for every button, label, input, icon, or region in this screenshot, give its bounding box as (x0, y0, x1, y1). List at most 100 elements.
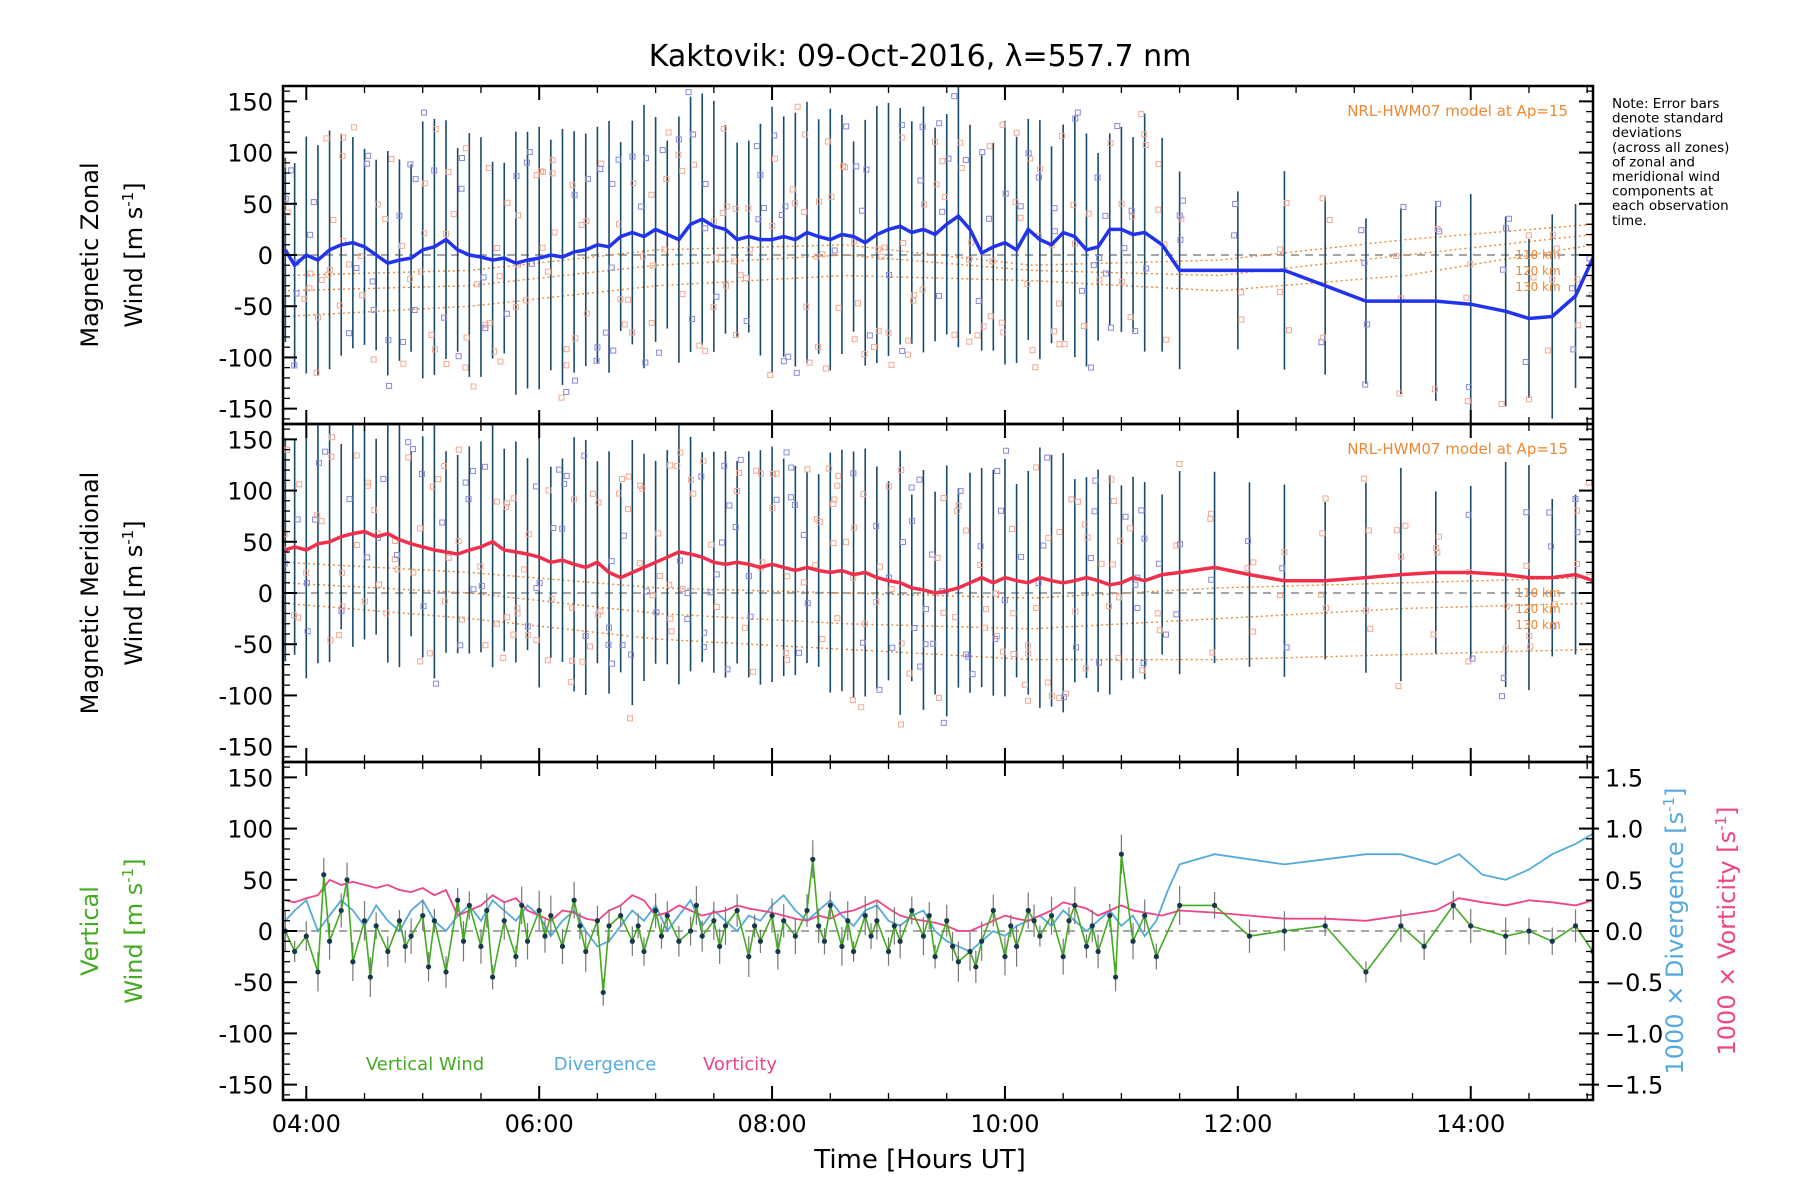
scatter-point (732, 524, 739, 531)
scatter-point (920, 201, 927, 208)
scatter-point (801, 209, 808, 216)
right-tick-label: 1.5 (1605, 764, 1643, 792)
scatter-point (1087, 554, 1094, 561)
scatter-point (813, 253, 820, 260)
scatter-point (910, 292, 917, 299)
scatter-point (770, 471, 777, 478)
scatter-point (431, 346, 438, 353)
scatter-point (1402, 522, 1409, 529)
scatter-point (804, 466, 811, 473)
scatter-point (1176, 541, 1183, 548)
scatter-point (690, 161, 697, 168)
scatter-point (1502, 645, 1509, 652)
scatter-point (911, 625, 918, 632)
scatter-point (382, 402, 387, 407)
scatter-point (922, 606, 929, 613)
scatter-point (667, 462, 674, 469)
scatter-point (1048, 692, 1055, 699)
scatter-point (571, 191, 578, 198)
scatter-point (393, 552, 400, 559)
model-curve (283, 223, 1593, 277)
scatter-point (929, 551, 936, 558)
scatter-point (410, 446, 417, 453)
scatter-point (1363, 607, 1370, 614)
vertical-wind-point (594, 918, 601, 924)
scatter-point (1548, 543, 1555, 550)
scatter-point (1094, 174, 1101, 181)
scatter-point (1051, 328, 1058, 335)
scatter-point (1029, 347, 1036, 354)
vertical-wind-point (1072, 902, 1078, 908)
scatter-point (639, 253, 646, 260)
scatter-point (595, 499, 602, 506)
scatter-point (398, 242, 405, 249)
scatter-point (455, 353, 462, 360)
scatter-point (405, 439, 412, 446)
scatter-point (951, 93, 958, 100)
x-tick-label: 12:00 (1203, 1110, 1272, 1138)
scatter-point (306, 285, 313, 292)
scatter-point (597, 608, 604, 615)
scatter-point (1055, 300, 1062, 307)
scatter-point (1118, 200, 1125, 207)
scatter-point (707, 589, 714, 596)
scatter-point (345, 261, 352, 268)
y-tick-label: 0 (258, 242, 273, 270)
scatter-point (307, 270, 314, 277)
vertical-wind-point (897, 938, 903, 944)
scatter-point (420, 109, 427, 116)
scatter-point (1436, 228, 1443, 235)
vertical-wind-point (396, 918, 403, 924)
scatter-point (388, 401, 393, 406)
scatter-point (1467, 261, 1474, 268)
scatter-point (998, 319, 1005, 326)
scatter-point (861, 620, 868, 627)
scatter-point (365, 482, 372, 489)
scatter-point (835, 472, 842, 479)
scatter-point (840, 163, 847, 170)
note-line: each observation (1612, 198, 1729, 214)
scatter-point (533, 584, 540, 591)
vertical-wind-point (431, 918, 437, 924)
y-tick-label: -100 (219, 1020, 273, 1048)
scatter-point (940, 495, 947, 502)
scatter-point (1550, 623, 1557, 630)
scatter-point (796, 649, 803, 656)
scatter-point (1010, 610, 1017, 617)
scatter-point (1141, 131, 1148, 138)
vertical-wind-point (385, 948, 391, 955)
scatter-point (620, 532, 627, 539)
vertical-wind-point (1322, 923, 1328, 929)
scatter-point (906, 670, 913, 677)
scatter-point (753, 143, 760, 150)
scatter-point (513, 173, 520, 180)
scatter-point (1276, 592, 1283, 599)
scatter-point (503, 503, 510, 510)
scatter-point (789, 186, 796, 193)
scatter-point (873, 599, 880, 606)
scatter-point (1138, 111, 1145, 118)
scatter-point (1091, 508, 1098, 515)
scatter-point (656, 572, 663, 579)
vertical-wind-point (1083, 943, 1090, 949)
scatter-point (743, 318, 750, 325)
zonal-wind-line (283, 213, 1593, 321)
scatter-point (606, 624, 613, 631)
scatter-point (536, 580, 543, 587)
y-tick-label: -50 (234, 293, 273, 321)
scatter-point (1061, 341, 1068, 348)
scatter-point (544, 657, 551, 664)
vertical-wind-point (979, 938, 985, 944)
scatter-point (710, 218, 717, 225)
vertical-wind-point (559, 943, 566, 949)
scatter-point (1503, 603, 1510, 610)
scatter-point (439, 519, 446, 526)
scatter-point (831, 496, 838, 503)
scatter-point (1249, 628, 1256, 635)
scatter-point (410, 569, 417, 576)
scatter-point (1132, 581, 1139, 588)
scatter-point (1002, 190, 1009, 197)
vertical-wind-point (885, 948, 892, 955)
scatter-point (653, 609, 660, 616)
scatter-point (417, 268, 424, 275)
